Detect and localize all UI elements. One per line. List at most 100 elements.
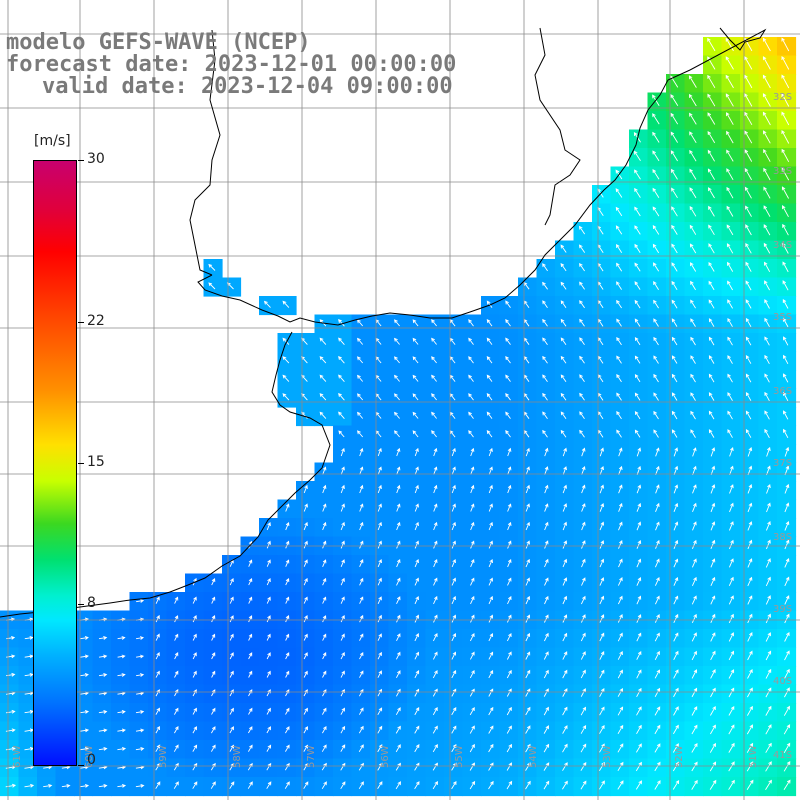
wind-arrow [525, 688, 531, 697]
wind-arrow [432, 762, 438, 771]
wind-arrow [562, 632, 568, 642]
wind-arrow [486, 300, 493, 308]
wind-arrow [377, 596, 382, 604]
wind-arrow [708, 355, 715, 364]
speed-cell [777, 721, 797, 741]
wind-arrow [470, 466, 475, 475]
wind-arrow [248, 615, 253, 623]
wind-arrow [636, 614, 642, 623]
wind-arrow [469, 725, 475, 734]
wind-arrow [765, 595, 771, 605]
wind-arrow [636, 743, 642, 753]
wind-arrow [359, 651, 364, 660]
wind-arrow [689, 224, 697, 235]
wind-arrow [599, 743, 605, 753]
wind-arrow [671, 187, 678, 199]
wind-arrow [671, 429, 678, 438]
wind-arrow [377, 466, 382, 475]
speed-cell [518, 721, 538, 741]
wind-arrow [634, 225, 641, 235]
wind-arrow [359, 447, 364, 457]
wind-arrow [357, 374, 364, 382]
wind-arrow [781, 92, 790, 107]
wind-arrow [303, 503, 308, 512]
wind-arrow [340, 577, 345, 586]
wind-arrow [542, 355, 548, 364]
wind-arrow [746, 779, 754, 790]
wind-arrow [616, 374, 622, 383]
wind-arrow [764, 391, 770, 402]
wind-arrow [412, 430, 419, 438]
wind-arrow [655, 502, 660, 512]
wind-arrow [634, 318, 641, 327]
wind-arrow [451, 725, 457, 734]
wind-arrow [710, 465, 716, 476]
wind-arrow [542, 300, 548, 309]
wind-arrow [652, 150, 660, 162]
wind-arrow [617, 632, 623, 642]
wind-arrow [562, 558, 568, 568]
wind-arrow [396, 614, 401, 623]
wind-arrow [634, 243, 641, 254]
wind-arrow [470, 521, 475, 531]
wind-arrow [431, 430, 437, 438]
wind-arrow [728, 595, 734, 605]
wind-arrow [710, 484, 716, 494]
wind-arrow [710, 669, 716, 679]
wind-arrow [282, 337, 290, 345]
wind-arrow [765, 761, 772, 772]
wind-arrow [728, 724, 735, 735]
wind-arrow [599, 595, 605, 605]
speed-cell [407, 758, 427, 778]
wind-arrow [486, 411, 493, 419]
wind-arrow [783, 760, 791, 772]
wind-arrow [616, 392, 622, 401]
wind-arrow [581, 503, 586, 512]
wind-arrow [543, 669, 549, 679]
wind-arrow [725, 74, 734, 89]
wind-arrow [377, 707, 383, 716]
wind-arrow [414, 614, 419, 623]
wind-arrow [507, 521, 512, 531]
wind-arrow [560, 318, 567, 327]
wind-arrow [5, 709, 16, 714]
wind-arrow [636, 521, 642, 531]
wind-arrow [525, 503, 530, 512]
colorbar-label: 0 [87, 752, 96, 768]
wind-arrow [690, 355, 696, 364]
wind-arrow [451, 595, 456, 605]
wind-arrow [579, 411, 585, 420]
wind-arrow [486, 374, 493, 382]
wind-arrow [542, 411, 548, 419]
wind-arrow [765, 687, 772, 698]
wind-arrow [338, 355, 345, 364]
wind-arrow [671, 392, 678, 401]
wind-arrow [192, 596, 197, 604]
wind-arrow [691, 576, 697, 586]
wind-arrow [784, 446, 790, 457]
wind-arrow [745, 224, 752, 236]
wind-arrow [433, 558, 438, 568]
wind-arrow [174, 652, 179, 660]
wind-arrow [652, 262, 660, 272]
wind-arrow [765, 558, 771, 568]
wind-arrow [765, 613, 771, 624]
wind-arrow [784, 595, 790, 605]
wind-arrow [322, 466, 327, 475]
wind-arrow [690, 392, 696, 401]
wind-arrow [765, 779, 772, 791]
wind-arrow [729, 484, 734, 494]
wind-arrow [617, 614, 623, 623]
wind-arrow [117, 673, 126, 677]
wind-arrow [783, 779, 791, 791]
wind-arrow [542, 281, 548, 290]
wind-arrow [359, 503, 364, 512]
wind-arrow [560, 244, 567, 253]
wind-arrow [266, 615, 271, 623]
wind-arrow [747, 539, 753, 550]
wind-arrow [580, 614, 586, 623]
wind-arrow [468, 374, 474, 382]
wind-arrow [319, 356, 327, 364]
